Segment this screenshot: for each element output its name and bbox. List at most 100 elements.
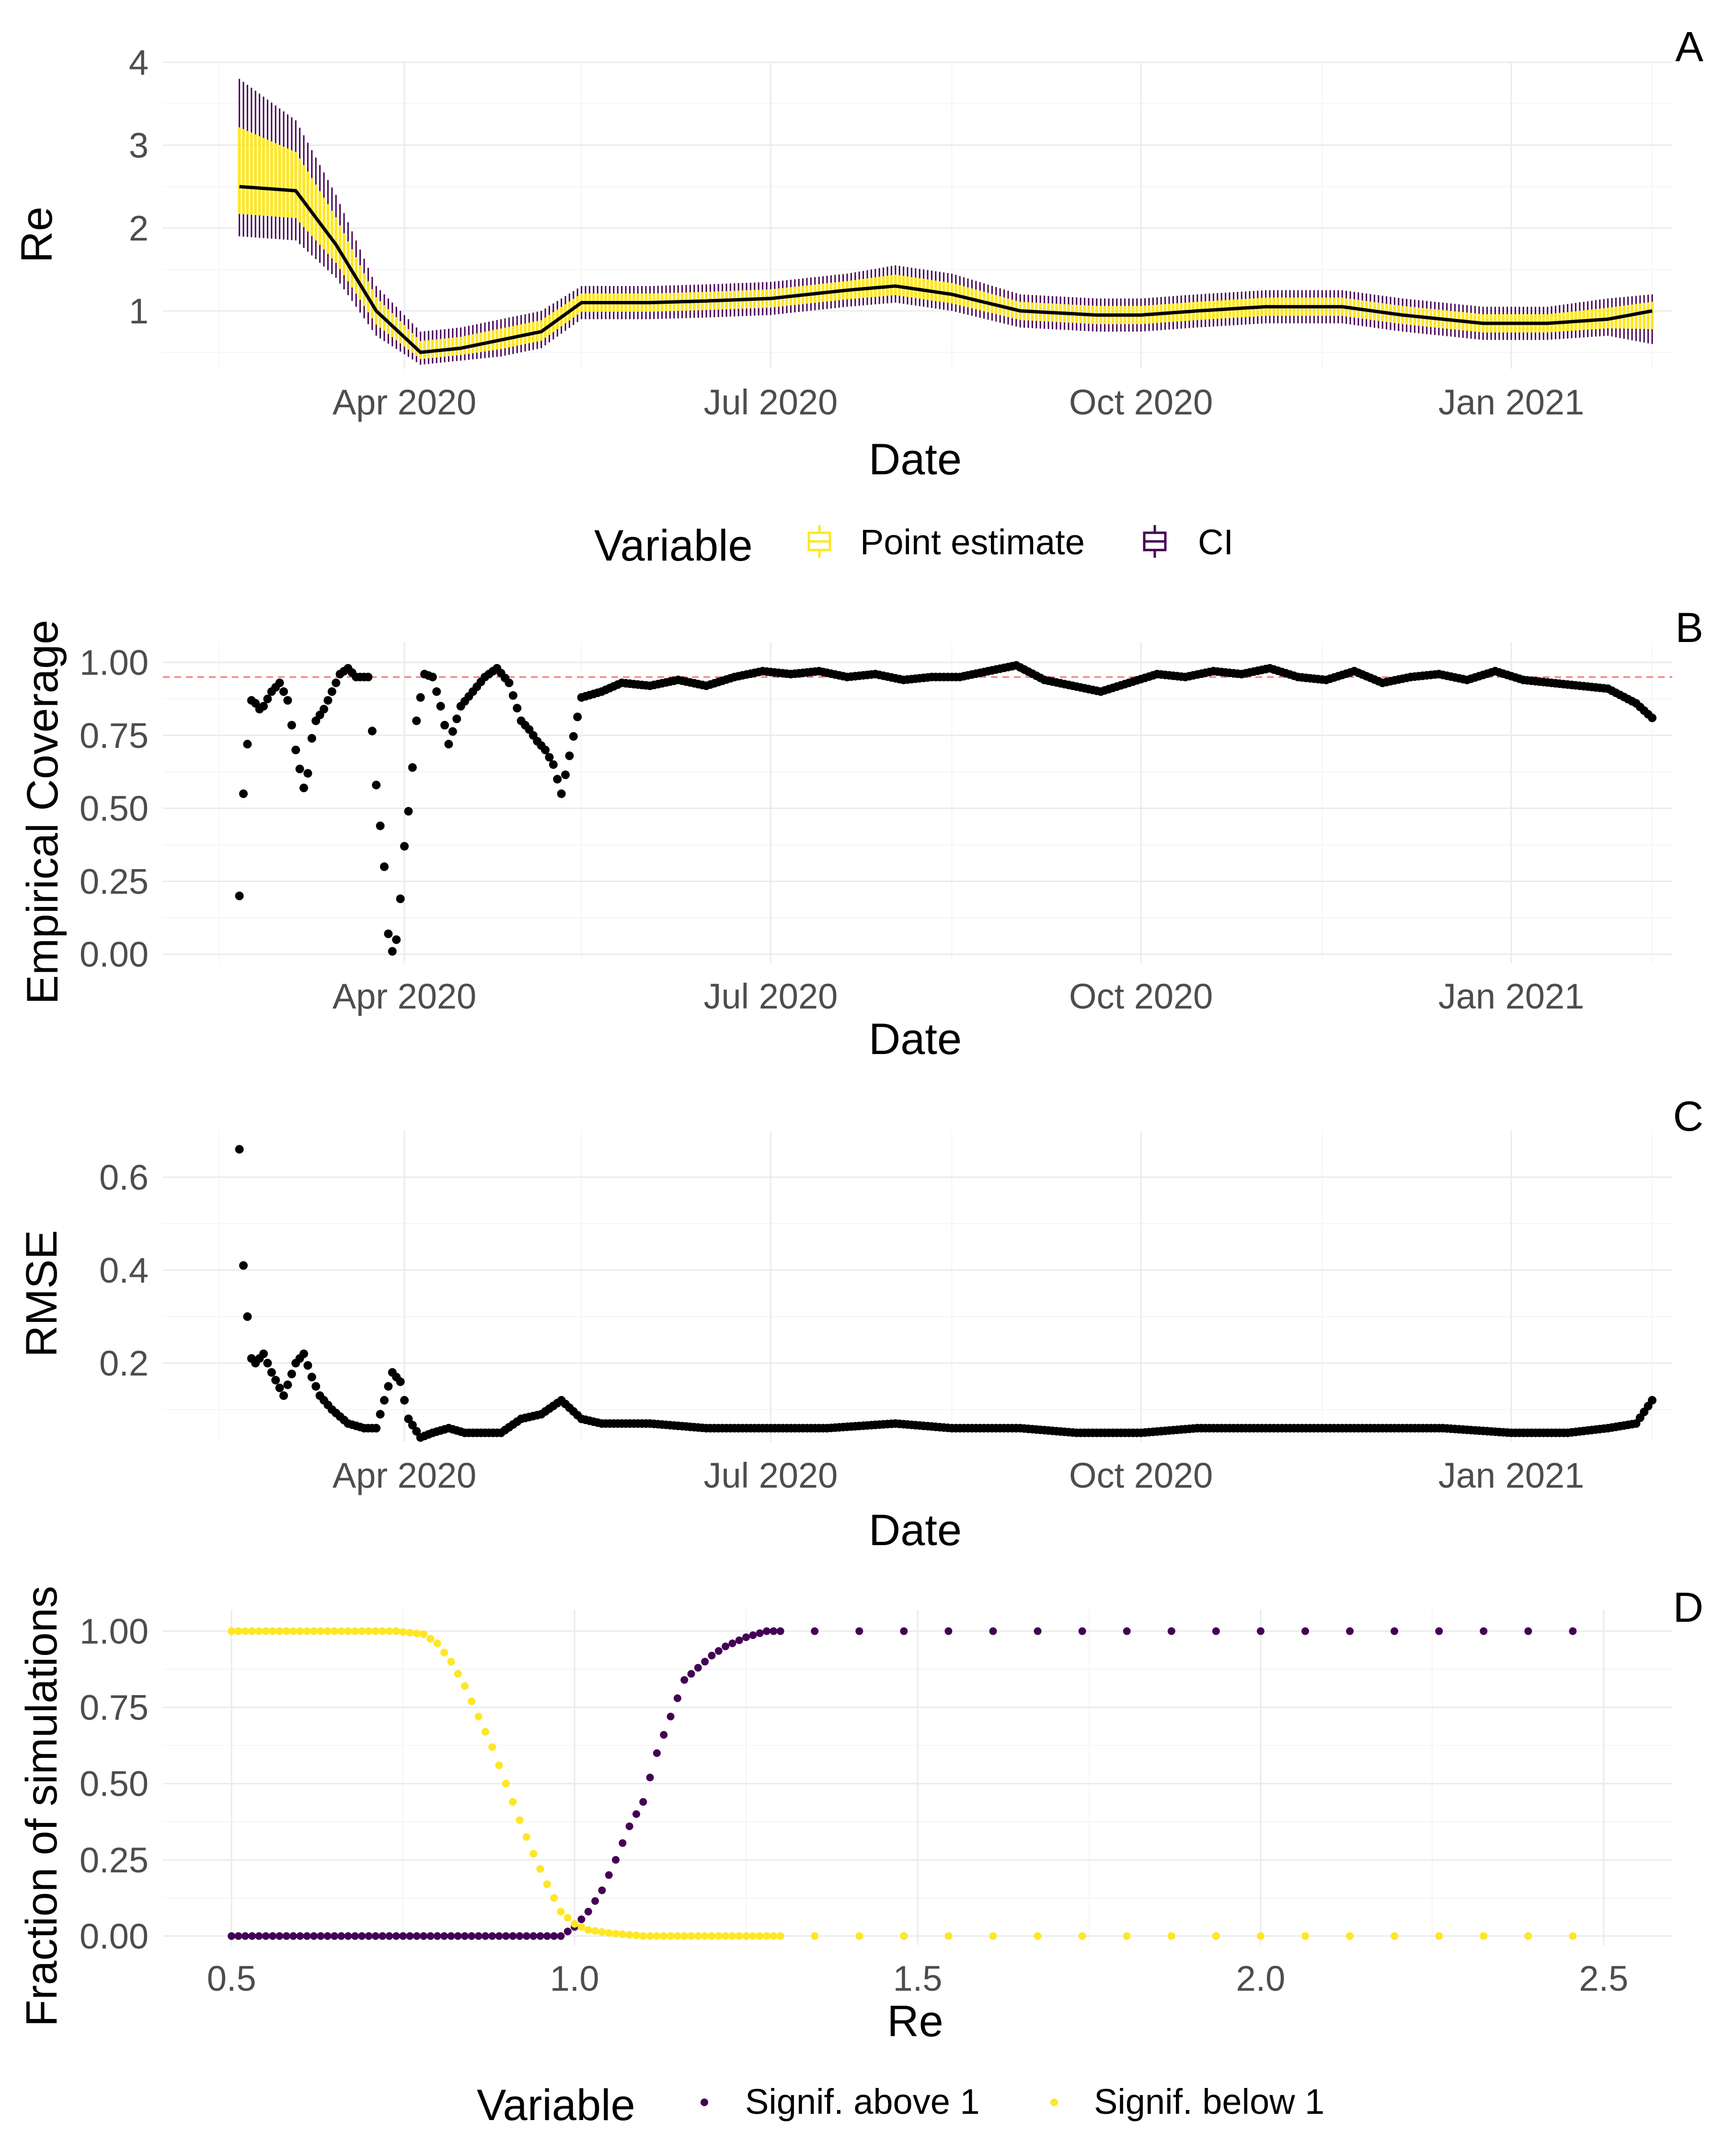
signif-below-point xyxy=(379,1627,387,1635)
point-estimate-box xyxy=(447,338,450,356)
signif-below-point xyxy=(509,1798,517,1806)
rmse-point xyxy=(239,1261,248,1270)
coverage-point xyxy=(259,702,268,711)
signif-below-point xyxy=(330,1627,338,1635)
signif-above-point xyxy=(420,1932,428,1940)
signif-above-point xyxy=(989,1627,997,1635)
coverage-point xyxy=(432,687,441,696)
signif-below-point xyxy=(474,1712,483,1720)
rmse-point xyxy=(263,1359,272,1368)
signif-above-point xyxy=(296,1932,304,1940)
signif-below-point xyxy=(900,1932,908,1940)
signif-above-point xyxy=(673,1694,681,1702)
signif-below-point xyxy=(495,1761,503,1769)
point-estimate-box xyxy=(310,178,313,236)
signif-above-point xyxy=(488,1932,496,1940)
point-estimate-box xyxy=(238,127,241,214)
signif-above-point xyxy=(584,1908,592,1915)
signif-above-point xyxy=(379,1932,387,1940)
coverage-point xyxy=(275,678,284,688)
legend-top-label-point-estimate: Point estimate xyxy=(860,522,1085,562)
coverage-point xyxy=(569,732,578,741)
panel-d-x-axis-title: Re xyxy=(887,1997,943,2046)
signif-above-point xyxy=(474,1932,483,1940)
coverage-point xyxy=(380,862,389,871)
signif-above-point xyxy=(481,1932,489,1940)
signif-above-point xyxy=(516,1932,524,1940)
panel-a-y-tick-label: 2 xyxy=(129,208,149,248)
signif-below-point xyxy=(944,1932,953,1940)
signif-above-point xyxy=(337,1932,345,1940)
signif-below-point xyxy=(420,1630,428,1638)
signif-below-point xyxy=(310,1627,318,1635)
signif-below-point xyxy=(1391,1932,1399,1940)
point-estimate-box xyxy=(1638,303,1642,329)
rmse-point xyxy=(271,1376,280,1385)
panel-a-x-axis-title: Date xyxy=(869,435,962,484)
rmse-point xyxy=(372,1423,381,1433)
signif-below-point xyxy=(584,1926,592,1934)
coverage-point xyxy=(408,763,417,772)
panel-b-x-axis-title: Date xyxy=(869,1015,962,1064)
signif-above-point xyxy=(598,1886,606,1894)
panel-b-x-tick-label: Oct 2020 xyxy=(1069,976,1213,1016)
signif-below-point xyxy=(1212,1932,1220,1940)
signif-below-point xyxy=(1301,1932,1309,1940)
signif-below-point xyxy=(989,1932,997,1940)
rmse-point xyxy=(303,1361,312,1370)
legend-bottom-label-below: Signif. below 1 xyxy=(1094,2082,1324,2122)
signif-above-point xyxy=(1034,1627,1042,1635)
signif-below-point xyxy=(241,1627,249,1635)
point-estimate-box xyxy=(459,336,462,356)
point-estimate-box xyxy=(451,337,454,356)
signif-above-point xyxy=(667,1712,675,1720)
signif-above-point xyxy=(269,1932,277,1940)
signif-below-point xyxy=(1569,1932,1577,1940)
point-estimate-box xyxy=(290,150,293,218)
coverage-point xyxy=(428,673,437,682)
panel-a-x-tick-label: Jan 2021 xyxy=(1438,382,1585,422)
panel-d-y-tick-label: 0.00 xyxy=(80,1916,149,1956)
signif-above-point xyxy=(234,1932,242,1940)
coverage-point xyxy=(279,687,288,696)
signif-below-point xyxy=(1480,1932,1488,1940)
signif-below-point xyxy=(1167,1932,1175,1940)
signif-below-point xyxy=(646,1932,654,1940)
panel-d: 0.5 1.0 1.5 2.0 2.5 0.00 0.25 0.50 0.75 1.00 Re F… xyxy=(17,1583,1703,2046)
point-estimate-box xyxy=(455,337,459,356)
panel-d-y-axis-title: Fraction of simulations xyxy=(17,1586,66,2027)
panel-d-points xyxy=(228,1627,1577,1940)
signif-above-point xyxy=(770,1627,778,1635)
rmse-point xyxy=(384,1382,393,1391)
point-estimate-box xyxy=(1651,301,1654,329)
signif-below-point xyxy=(564,1914,572,1922)
signif-below-point xyxy=(728,1932,736,1940)
signif-below-point xyxy=(1034,1932,1042,1940)
coverage-point xyxy=(243,740,252,749)
signif-above-point xyxy=(536,1932,544,1940)
coverage-point xyxy=(235,891,244,900)
signif-above-point xyxy=(529,1932,538,1940)
signif-above-point xyxy=(855,1627,863,1635)
signif-below-point xyxy=(694,1932,702,1940)
signif-above-point xyxy=(701,1658,709,1666)
point-estimate-box xyxy=(278,145,281,217)
panel-b-x-tick-label: Apr 2020 xyxy=(333,976,476,1016)
signif-above-point xyxy=(680,1676,689,1684)
signif-above-point xyxy=(1569,1627,1577,1635)
signif-above-point xyxy=(255,1932,263,1940)
signif-below-point xyxy=(365,1627,373,1635)
signif-below-point xyxy=(522,1833,530,1841)
signif-below-point xyxy=(612,1929,620,1938)
coverage-point xyxy=(320,705,328,714)
point-estimate-box xyxy=(306,172,310,232)
panel-a-tick-labels: Apr 2020 Jul 2020 Oct 2020 Jan 2021 1 2 3 4 xyxy=(129,43,1584,422)
signif-above-point xyxy=(742,1633,750,1641)
point-estimate-box xyxy=(266,139,269,216)
signif-below-point xyxy=(392,1627,400,1635)
coverage-point xyxy=(1648,713,1656,722)
point-estimate-box xyxy=(475,333,479,353)
panel-a-x-tick-label: Oct 2020 xyxy=(1069,382,1213,422)
panel-a-x-tick-label: Apr 2020 xyxy=(333,382,476,422)
signif-above-point xyxy=(735,1636,743,1644)
